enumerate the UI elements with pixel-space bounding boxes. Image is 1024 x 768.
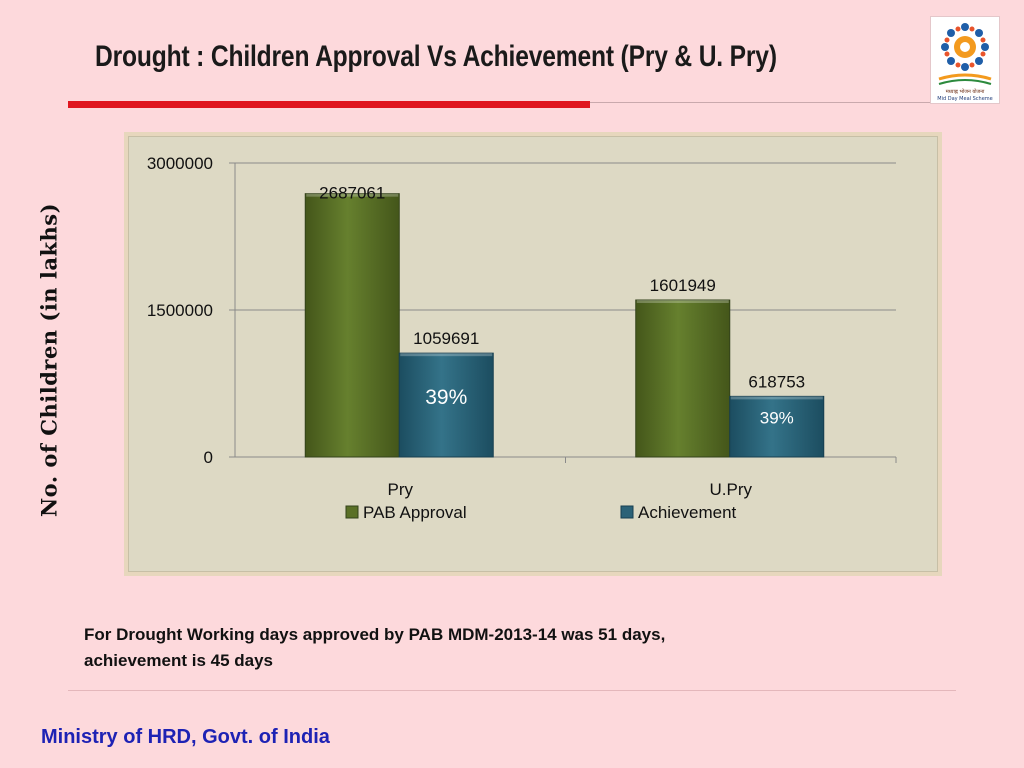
bar-achievement	[398, 352, 494, 458]
bar-pab-approval	[635, 299, 731, 458]
legend-label: Achievement	[638, 503, 737, 522]
x-tick-label: Pry	[388, 480, 414, 499]
bar-top-highlight	[730, 396, 823, 400]
chart-plot-background	[128, 136, 938, 572]
note-line-2: achievement is 45 days	[84, 651, 274, 670]
title-underline-thin	[590, 102, 930, 103]
legend-swatch-achievement	[620, 505, 634, 519]
note-line-1: For Drought Working days approved by PAB…	[84, 625, 666, 644]
footer-divider	[68, 690, 956, 691]
bar-top-highlight	[636, 300, 729, 304]
chart-frame	[124, 132, 942, 576]
slide-title: Drought : Children Approval Vs Achieveme…	[95, 40, 777, 73]
y-tick-label: 0	[204, 448, 213, 467]
y-tick-label: 3000000	[147, 154, 213, 173]
x-tick-label: U.Pry	[710, 480, 753, 499]
title-underline-accent	[68, 101, 590, 108]
bar-chart: 0 1500000 3000000 Pry 2687061 1059691 U.Pry 160…	[147, 154, 897, 522]
logo-hindi-text: मध्याह्न भोजन योजना	[946, 88, 985, 95]
bar-pab-approval	[304, 193, 400, 458]
data-label: 2687061	[319, 184, 385, 203]
legend-label: PAB Approval	[363, 503, 467, 522]
data-label: 1059691	[413, 329, 479, 348]
legend-swatch-pab-approval	[345, 505, 359, 519]
percent-annotation: 39%	[425, 386, 467, 409]
y-axis-label: No. of Children (in lakhs)	[36, 202, 62, 518]
bar-achievement	[729, 395, 825, 458]
bar-top-highlight	[400, 353, 493, 357]
logo-emblem-icon: मध्याह्न भोजन योजना Mid Day Meal Scheme	[937, 23, 993, 102]
data-label: 1601949	[650, 276, 716, 295]
mid-day-meal-logo: मध्याह्न भोजन योजना Mid Day Meal Scheme	[930, 16, 1000, 104]
drought-note: For Drought Working days approved by PAB…	[84, 622, 904, 674]
logo-caption: Mid Day Meal Scheme	[937, 96, 992, 102]
footer-ministry: Ministry of HRD, Govt. of India	[41, 726, 330, 748]
bar-top-highlight	[306, 193, 399, 197]
percent-annotation: 39%	[760, 408, 794, 427]
y-tick-label: 1500000	[147, 301, 213, 320]
data-label: 618753	[748, 372, 805, 391]
